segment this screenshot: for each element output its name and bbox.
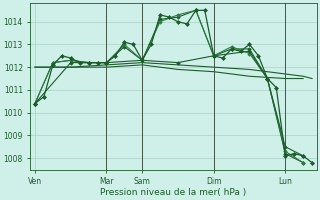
X-axis label: Pression niveau de la mer( hPa ): Pression niveau de la mer( hPa )	[100, 188, 247, 197]
